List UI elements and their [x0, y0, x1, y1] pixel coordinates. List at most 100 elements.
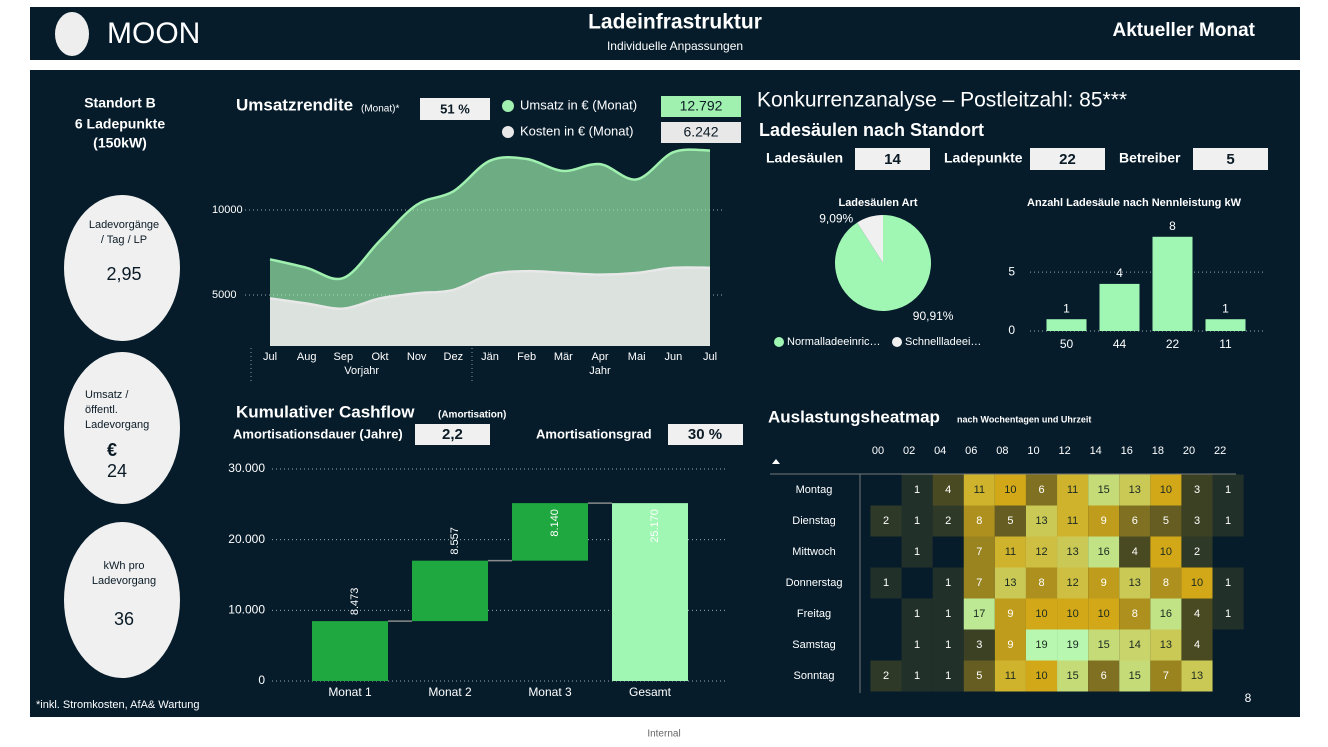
heatmap-cell	[1119, 505, 1151, 537]
cell-label: 1	[914, 546, 920, 558]
cell-label: 10	[1098, 608, 1110, 620]
heatmap-cell	[1181, 629, 1213, 661]
heatmap-cell	[1181, 536, 1213, 568]
cell-label: 7	[976, 546, 982, 558]
x-tick-label: Okt	[371, 351, 388, 363]
heatmap-cell	[1150, 567, 1182, 599]
value-label: 1	[1222, 301, 1229, 315]
heatmap-cell	[1057, 629, 1089, 661]
heatmap-cell	[1119, 629, 1151, 661]
cell-label: 8	[976, 515, 982, 527]
heatmap-cell	[1057, 505, 1089, 537]
cell-label: 11	[1067, 484, 1078, 496]
heatmap-cell	[1088, 474, 1120, 506]
kpi-value: 24	[107, 461, 127, 481]
heatmap-cell	[1212, 474, 1244, 506]
column-label: 00	[872, 445, 884, 457]
legend-label: Normalladeeinric…	[787, 336, 881, 348]
x-tick-label: Aug	[297, 351, 317, 363]
heatmap-cell	[1181, 474, 1213, 506]
cell-label: 8	[1163, 577, 1169, 589]
row-label: Sonntag	[794, 670, 835, 682]
cell-label: 1	[945, 608, 951, 620]
cell-label: 13	[1035, 515, 1047, 527]
stat-box	[855, 148, 930, 170]
cell-label: 3	[976, 639, 982, 651]
heatmap-cell	[1119, 660, 1151, 692]
bar	[1046, 319, 1087, 331]
heatmap-cell	[994, 660, 1026, 692]
kpi-unit: €	[107, 440, 117, 460]
y-tick-label: 20.000	[228, 532, 265, 546]
x-tick-label: Monat 3	[528, 685, 572, 699]
value-label: 8.140	[549, 509, 561, 537]
x-tick-label: Feb	[517, 351, 536, 363]
logo-text: MOON	[107, 17, 200, 50]
stat-label: Ladesäulen	[766, 150, 843, 166]
cell-label: 10	[1066, 608, 1078, 620]
heatmap-cell	[963, 629, 995, 661]
heatmap-cell	[1119, 567, 1151, 599]
kpi-label: öffentl.	[85, 404, 118, 416]
kpi-value: 36	[114, 609, 134, 629]
stat-box	[1030, 148, 1105, 170]
cell-label: 1	[914, 670, 920, 682]
heatmap-cell	[1057, 567, 1089, 599]
heatmap-cell	[870, 567, 902, 599]
heatmap-cell	[1025, 598, 1058, 630]
cell-label: 11	[1005, 546, 1016, 558]
heatmap-cell	[901, 474, 933, 506]
heatmap-cell	[932, 474, 964, 506]
site-power: (150kW)	[93, 135, 147, 151]
chart-title: Auslastungsheatmap	[768, 407, 940, 426]
legend-value-box	[661, 122, 741, 143]
heatmap-cell	[1150, 629, 1182, 661]
x-tick-label: Nov	[407, 351, 427, 363]
heatmap-cell	[963, 474, 995, 506]
sort-arrow[interactable]	[772, 459, 780, 464]
heatmap-cell	[994, 598, 1026, 630]
section-title: Konkurrenzanalyse – Postleitzahl: 85***	[757, 89, 1127, 112]
x-tick-label: Jän	[481, 351, 499, 363]
kpi-box	[668, 424, 743, 445]
heatmap-cell	[1088, 629, 1120, 661]
heatmap-cell	[1212, 505, 1244, 537]
cell-label: 9	[1007, 639, 1013, 651]
x-tick-label: Mär	[554, 351, 573, 363]
heatmap-cell	[1057, 474, 1089, 506]
heatmap-cell	[963, 505, 995, 537]
cell-label: 15	[1066, 670, 1078, 682]
cell-label: 14	[1129, 639, 1141, 651]
cell-label: 4	[1194, 608, 1200, 620]
site-points: 6 Ladepunkte	[75, 116, 165, 132]
x-tick-label: Mai	[628, 351, 646, 363]
x-tick-label: Dez	[444, 351, 464, 363]
cell-label: 6	[1101, 670, 1107, 682]
cell-label: 1	[914, 515, 920, 527]
kpi-value: 30 %	[688, 426, 722, 443]
cell-label: 1	[914, 639, 920, 651]
heatmap-cell	[994, 567, 1026, 599]
cell-label: 6	[1132, 515, 1138, 527]
logo-mark	[55, 12, 89, 56]
heatmap-cell	[1057, 598, 1089, 630]
stat-label: Betreiber	[1119, 150, 1181, 166]
pie-slice	[857, 215, 883, 263]
cell-label: 6	[1038, 484, 1044, 496]
chart-title: Ladesäulen Art	[838, 197, 917, 209]
kpi-label: Umsatz /	[85, 389, 129, 401]
cell-label: 3	[1194, 515, 1200, 527]
bar	[512, 503, 588, 561]
value-label: 8.557	[449, 527, 461, 555]
heatmap-cell	[1181, 598, 1213, 630]
stat-box	[1193, 148, 1268, 170]
heatmap-cell	[994, 474, 1026, 506]
heatmap-cell	[1212, 598, 1244, 630]
cell-label: 12	[1035, 546, 1047, 558]
row-label: Freitag	[797, 608, 831, 620]
column-label: 18	[1152, 445, 1164, 457]
cell-label: 5	[1163, 515, 1169, 527]
area-fill	[270, 267, 710, 346]
